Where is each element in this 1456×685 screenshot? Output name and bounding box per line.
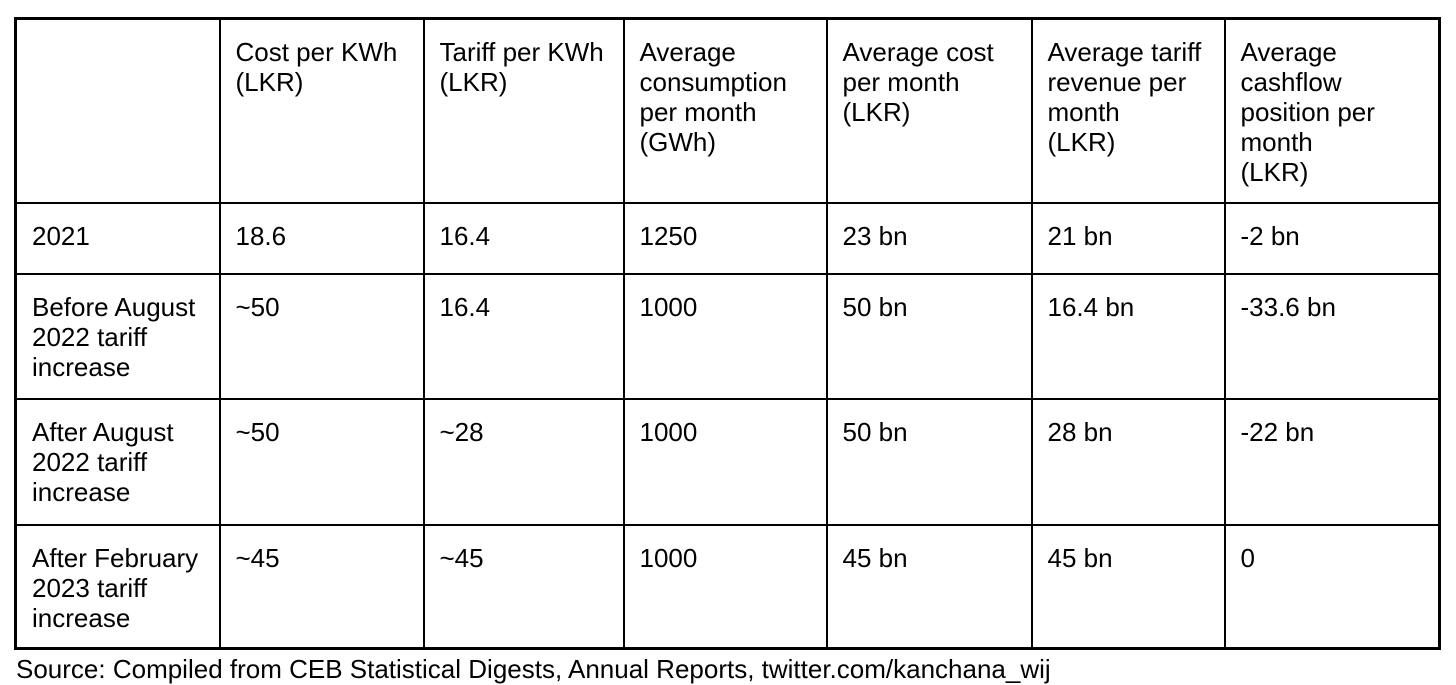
table-cell: -22 bn bbox=[1223, 397, 1441, 526]
table-cell: 1000 bbox=[622, 523, 828, 650]
table-cell: ~28 bbox=[422, 397, 625, 526]
table-row-after-august-2022: After August 2022 tariff increase ~50 ~2… bbox=[14, 397, 1441, 526]
column-header-tariff-per-kwh: Tariff per KWh (LKR) bbox=[422, 17, 625, 204]
table-cell: 45 bn bbox=[1030, 523, 1226, 650]
table-cell: ~45 bbox=[218, 523, 425, 650]
table-cell: 23 bn bbox=[825, 201, 1033, 275]
table-row-after-february-2023: After February 2023 tariff increase ~45 … bbox=[14, 523, 1441, 650]
column-header-average-consumption: Average consumption per month (GWh) bbox=[622, 17, 828, 204]
header-row: Cost per KWh (LKR) Tariff per KWh (LKR) … bbox=[14, 17, 1441, 204]
row-label: Before August 2022 tariff increase bbox=[14, 272, 221, 400]
row-label: 2021 bbox=[14, 201, 221, 275]
table-cell: 45 bn bbox=[825, 523, 1033, 650]
table-cell: 16.4 bbox=[422, 272, 625, 400]
column-header-average-tariff-revenue: Average tariff revenue per month (LKR) bbox=[1030, 17, 1226, 204]
table-cell: 1000 bbox=[622, 272, 828, 400]
table-cell: 1000 bbox=[622, 397, 828, 526]
table-cell: 18.6 bbox=[218, 201, 425, 275]
table-cell: 16.4 bbox=[422, 201, 625, 275]
table-cell: -33.6 bn bbox=[1223, 272, 1441, 400]
column-header-cost-per-kwh: Cost per KWh (LKR) bbox=[218, 17, 425, 204]
table-cell: 1250 bbox=[622, 201, 828, 275]
table-cell: ~45 bbox=[422, 523, 625, 650]
table-cell: 50 bn bbox=[825, 272, 1033, 400]
table-cell: ~50 bbox=[218, 272, 425, 400]
table-cell: 50 bn bbox=[825, 397, 1033, 526]
row-label: After February 2023 tariff increase bbox=[14, 523, 221, 650]
table-row-before-august-2022: Before August 2022 tariff increase ~50 1… bbox=[14, 272, 1441, 400]
column-header-average-cost: Average cost per month (LKR) bbox=[825, 17, 1033, 204]
table-cell: 21 bn bbox=[1030, 201, 1226, 275]
table-cell: ~50 bbox=[218, 397, 425, 526]
source-note: Source: Compiled from CEB Statistical Di… bbox=[16, 654, 1051, 684]
column-header-blank bbox=[14, 17, 221, 204]
ceb-cost-tariff-table: Cost per KWh (LKR) Tariff per KWh (LKR) … bbox=[14, 17, 1441, 650]
table-cell: 28 bn bbox=[1030, 397, 1226, 526]
table-row-2021: 2021 18.6 16.4 1250 23 bn 21 bn -2 bn bbox=[14, 201, 1441, 275]
table-cell: 0 bbox=[1223, 523, 1441, 650]
table-cell: 16.4 bn bbox=[1030, 272, 1226, 400]
table-cell: -2 bn bbox=[1223, 201, 1441, 275]
table-container: Cost per KWh (LKR) Tariff per KWh (LKR) … bbox=[14, 17, 1441, 684]
column-header-average-cashflow: Average cashflow position per month (LKR… bbox=[1223, 17, 1441, 204]
row-label: After August 2022 tariff increase bbox=[14, 397, 221, 526]
